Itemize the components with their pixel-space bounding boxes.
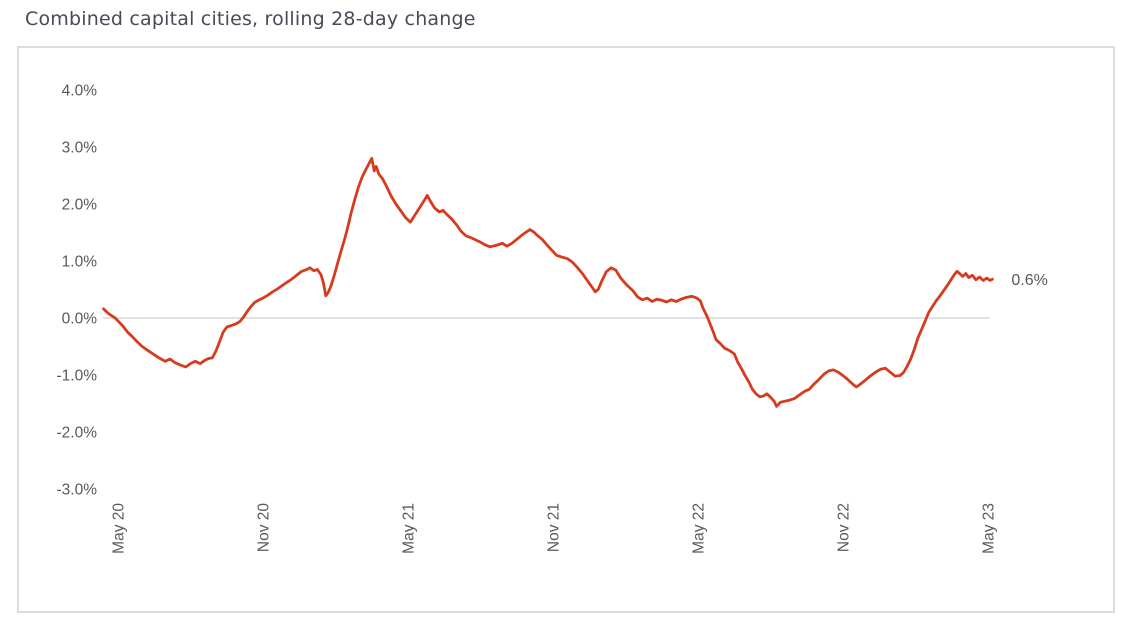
series-line [102, 157, 994, 408]
y-axis-tick-label: 2.0% [62, 197, 98, 214]
x-axis-tick-label: May 22 [691, 503, 708, 554]
x-axis-tick-label: May 23 [981, 503, 998, 554]
y-axis-tick-label: 3.0% [62, 140, 98, 157]
y-axis-tick-label: -3.0% [57, 482, 98, 499]
y-axis-tick-label: -1.0% [57, 368, 98, 385]
series-end-label: 0.6% [1011, 272, 1047, 289]
x-axis-tick-label: May 20 [111, 503, 128, 554]
chart-plot-area: 4.0% 3.0% 2.0% 1.0% 0.0% -1.0% -2.0% -3.0% May 2… [17, 46, 1115, 613]
y-axis-tick-label: 4.0% [62, 83, 98, 100]
x-axis-tick-label: Nov 22 [836, 503, 853, 552]
line-chart-svg: 4.0% 3.0% 2.0% 1.0% 0.0% -1.0% -2.0% -3.0% May 2… [57, 83, 1048, 554]
x-axis-tick-label: May 21 [401, 503, 418, 554]
y-axis-tick-label: -2.0% [57, 425, 98, 442]
y-axis-tick-label: 1.0% [62, 254, 98, 271]
y-axis-tick-label: 0.0% [62, 311, 98, 328]
x-axis-tick-label: Nov 21 [546, 503, 563, 552]
chart-title: Combined capital cities, rolling 28-day … [25, 8, 476, 30]
x-axis-tick-label: Nov 20 [256, 503, 273, 552]
